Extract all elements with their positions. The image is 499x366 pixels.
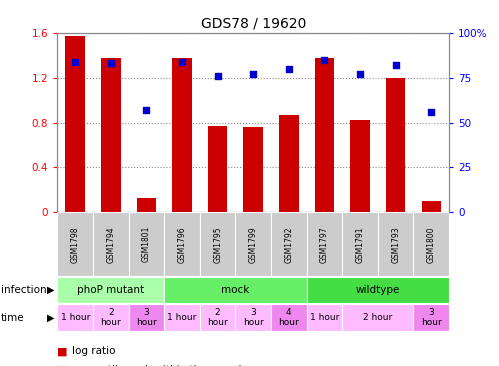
Bar <box>172 57 192 212</box>
Text: GSM1800: GSM1800 <box>427 226 436 262</box>
Bar <box>414 305 449 331</box>
Point <box>250 71 257 77</box>
Text: GSM1794: GSM1794 <box>106 226 115 263</box>
Text: 1 hour: 1 hour <box>310 313 339 322</box>
Text: GSM1798: GSM1798 <box>71 226 80 262</box>
Bar <box>307 305 342 331</box>
Point <box>320 57 328 63</box>
Text: log ratio: log ratio <box>72 346 116 356</box>
Text: ■: ■ <box>57 365 68 366</box>
Bar <box>307 277 449 303</box>
Bar <box>271 305 307 331</box>
Bar <box>57 277 164 303</box>
Text: 1 hour: 1 hour <box>60 313 90 322</box>
Point <box>392 62 400 68</box>
Bar <box>342 212 378 276</box>
Bar <box>129 212 164 276</box>
Text: 3
hour: 3 hour <box>243 308 263 327</box>
Text: GSM1796: GSM1796 <box>178 226 187 263</box>
Text: ▶: ▶ <box>47 285 55 295</box>
Text: 3
hour: 3 hour <box>136 308 157 327</box>
Bar <box>386 78 406 212</box>
Text: GSM1799: GSM1799 <box>249 226 258 263</box>
Text: 2
hour: 2 hour <box>100 308 121 327</box>
Point <box>285 66 293 72</box>
Bar <box>93 212 129 276</box>
Bar <box>236 212 271 276</box>
Bar <box>271 212 307 276</box>
Point <box>356 71 364 77</box>
Point <box>71 59 79 64</box>
Bar <box>200 305 236 331</box>
Text: ■: ■ <box>57 346 68 356</box>
Text: 2
hour: 2 hour <box>207 308 228 327</box>
Bar <box>208 126 228 212</box>
Text: GSM1795: GSM1795 <box>213 226 222 263</box>
Text: GSM1797: GSM1797 <box>320 226 329 263</box>
Text: infection: infection <box>1 285 46 295</box>
Bar <box>315 57 334 212</box>
Bar <box>236 305 271 331</box>
Bar <box>164 277 307 303</box>
Text: GSM1791: GSM1791 <box>356 226 365 262</box>
Point <box>107 60 115 66</box>
Point <box>427 109 435 115</box>
Bar <box>307 212 342 276</box>
Bar <box>164 212 200 276</box>
Text: percentile rank within the sample: percentile rank within the sample <box>72 365 248 366</box>
Bar <box>57 305 93 331</box>
Bar <box>57 212 93 276</box>
Bar <box>101 57 121 212</box>
Bar <box>137 198 156 212</box>
Title: GDS78 / 19620: GDS78 / 19620 <box>201 16 306 30</box>
Text: GSM1793: GSM1793 <box>391 226 400 263</box>
Bar <box>350 120 370 212</box>
Bar <box>129 305 164 331</box>
Point <box>142 107 150 113</box>
Bar <box>279 115 298 212</box>
Text: wildtype: wildtype <box>356 285 400 295</box>
Bar <box>65 36 85 212</box>
Bar <box>378 212 414 276</box>
Text: GSM1792: GSM1792 <box>284 226 293 262</box>
Text: 4
hour: 4 hour <box>278 308 299 327</box>
Text: time: time <box>1 313 24 322</box>
Bar <box>244 127 263 212</box>
Text: ▶: ▶ <box>47 313 55 322</box>
Text: 2 hour: 2 hour <box>363 313 393 322</box>
Bar <box>422 201 441 212</box>
Text: mock: mock <box>221 285 250 295</box>
Point <box>214 73 222 79</box>
Point <box>178 59 186 64</box>
Bar <box>414 212 449 276</box>
Text: 1 hour: 1 hour <box>167 313 197 322</box>
Bar <box>164 305 200 331</box>
Bar <box>200 212 236 276</box>
Text: phoP mutant: phoP mutant <box>77 285 144 295</box>
Text: GSM1801: GSM1801 <box>142 226 151 262</box>
Bar <box>93 305 129 331</box>
Text: 3
hour: 3 hour <box>421 308 442 327</box>
Bar <box>342 305 414 331</box>
